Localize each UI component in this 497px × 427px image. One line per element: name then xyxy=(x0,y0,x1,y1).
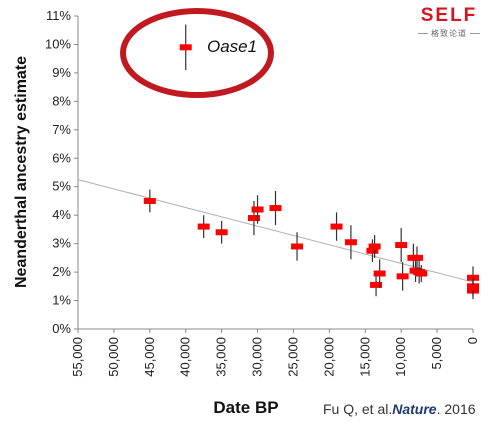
data-point xyxy=(330,212,343,241)
point-marker xyxy=(410,254,423,261)
point-marker xyxy=(143,197,156,204)
point-marker xyxy=(396,273,409,280)
y-axis-title: Neanderthal ancestry estimate xyxy=(13,56,30,288)
data-point xyxy=(291,232,304,261)
y-tick-label: 2% xyxy=(52,264,71,279)
y-tick-label: 6% xyxy=(52,150,71,165)
y-ticks: 0% 1% 2% 3% 4% 5% 6% 7% 8% 9% 10% 11% xyxy=(45,8,78,336)
data-point xyxy=(368,235,381,258)
data-point xyxy=(251,195,264,224)
point-marker xyxy=(415,270,428,277)
data-point xyxy=(373,259,386,288)
data-points xyxy=(143,24,479,300)
data-point xyxy=(410,246,423,270)
point-marker xyxy=(247,215,260,222)
x-tick-label: 55,000 xyxy=(70,337,85,377)
point-marker xyxy=(395,242,408,249)
point-marker xyxy=(467,274,479,281)
y-tick-label: 3% xyxy=(52,236,71,251)
data-point xyxy=(467,279,479,297)
x-tick-label: 50,000 xyxy=(106,337,121,377)
x-tick-label: 30,000 xyxy=(250,337,265,377)
x-tick-label: 35,000 xyxy=(214,337,229,377)
y-tick-label: 4% xyxy=(52,207,71,222)
point-marker xyxy=(344,239,357,246)
axes xyxy=(77,16,473,330)
data-point xyxy=(269,190,282,226)
data-point xyxy=(370,273,383,297)
data-point xyxy=(396,262,409,291)
point-marker xyxy=(370,281,383,288)
data-point xyxy=(197,215,210,238)
x-ticks: 55,000 50,000 45,000 40,000 35,000 30,000 25,0… xyxy=(70,329,480,377)
data-point xyxy=(395,227,408,263)
citation: Fu Q, et al.Nature. 2016 xyxy=(323,401,476,417)
y-tick-label: 11% xyxy=(46,8,71,23)
y-tick-label: 1% xyxy=(52,293,71,308)
data-point xyxy=(366,239,379,263)
point-marker xyxy=(366,247,379,254)
data-point xyxy=(344,225,357,260)
trend-layer xyxy=(77,179,474,283)
y-tick-label: 10% xyxy=(45,36,71,51)
point-marker xyxy=(373,270,386,277)
point-marker xyxy=(330,223,343,230)
y-tick-label: 0% xyxy=(52,321,71,336)
point-marker xyxy=(467,284,479,291)
y-tick-label: 9% xyxy=(52,65,71,80)
data-point xyxy=(415,264,428,283)
x-tick-label: 5,000 xyxy=(429,337,444,370)
x-tick-label: 0 xyxy=(465,337,480,344)
point-marker xyxy=(269,205,282,212)
data-point xyxy=(179,24,192,71)
y-tick-label: 7% xyxy=(52,122,71,137)
point-marker xyxy=(197,223,210,230)
x-axis-title: Date BP xyxy=(213,398,278,417)
x-tick-label: 25,000 xyxy=(285,337,300,377)
point-marker xyxy=(179,44,192,51)
x-tick-label: 15,000 xyxy=(357,337,372,377)
point-marker xyxy=(215,229,228,236)
trend-line xyxy=(77,179,474,283)
point-marker xyxy=(368,243,381,250)
data-point xyxy=(247,200,260,236)
y-tick-label: 5% xyxy=(52,179,71,194)
point-marker xyxy=(291,243,304,250)
data-point xyxy=(215,220,228,244)
data-point xyxy=(143,189,156,213)
oase1-highlight-ellipse xyxy=(120,8,274,98)
citation-journal: Nature xyxy=(392,401,437,417)
citation-year: . 2016 xyxy=(436,401,476,417)
point-marker xyxy=(251,206,264,213)
y-tick-label: 8% xyxy=(52,93,71,108)
citation-authors: Fu Q, et al. xyxy=(323,401,393,417)
logo-subtitle: 格致论道 xyxy=(412,28,486,39)
x-tick-label: 40,000 xyxy=(178,337,193,377)
x-tick-label: 10,000 xyxy=(393,337,408,377)
x-tick-label: 45,000 xyxy=(142,337,157,377)
x-tick-label: 20,000 xyxy=(321,337,336,377)
annotation-oase1: Oase1 xyxy=(207,37,257,56)
logo-title: SELF xyxy=(420,5,478,26)
self-logo: SELF 格致论道 xyxy=(412,6,486,46)
